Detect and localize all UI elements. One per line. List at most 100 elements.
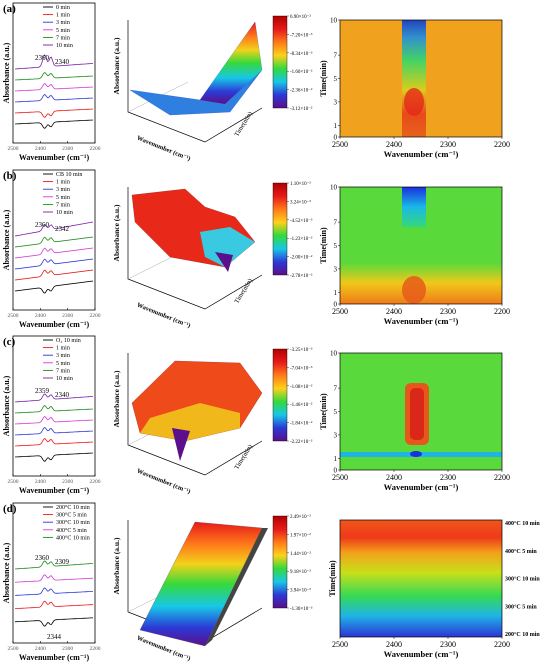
- spectrum-line: [14, 415, 94, 425]
- x-tick-label: 2400: [386, 140, 402, 149]
- peak-label: 2342: [55, 225, 70, 233]
- heatmap-panel: 0 1 3 5 7 10 2500 2400 2300 2200 Wavenumber (cm⁻¹)…: [319, 17, 510, 160]
- x-axis-label: Wavenumber (cm⁻¹): [19, 486, 90, 495]
- plot-frame: [12, 335, 96, 477]
- axis-box: [127, 20, 263, 143]
- x-axis-label: Wavenumber (cm⁻¹): [136, 302, 192, 330]
- surface-dip: [200, 227, 255, 267]
- axis-box: [127, 187, 263, 310]
- x-tick-label: 2500: [8, 146, 19, 152]
- x-axis-label: Wavenumber (cm⁻¹): [136, 468, 192, 496]
- legend-entry: 7 min: [56, 202, 70, 208]
- colorbar-label: -4.52×10⁻³: [290, 218, 313, 224]
- x-tick-label: 2300: [440, 640, 456, 649]
- plot-frame: [12, 169, 96, 311]
- x-tick-label: 2300: [62, 479, 73, 485]
- legend-entry: 400°C 5 min: [56, 527, 87, 534]
- colorbar-label: 1.10×10⁻²: [290, 181, 311, 187]
- y-tick-label: 5: [334, 75, 338, 83]
- y-tick-label: 7: [334, 52, 338, 60]
- y-tick-label: 0: [334, 467, 338, 475]
- x-tick-label: 2400: [35, 146, 46, 152]
- surface-peak: [200, 22, 262, 104]
- y-tick-label: 10: [330, 350, 338, 358]
- legend-entry: 1 min: [56, 346, 70, 352]
- y-tick-label: 200°C 10 min: [505, 631, 540, 638]
- x-tick-label: 2400: [386, 473, 402, 482]
- x-tick-label: 2500: [332, 140, 348, 149]
- peak-label: 2359: [35, 387, 50, 395]
- heatmap-band: [402, 20, 426, 137]
- surface-panel: Absorbance (a.u.) Wavenumber (cm⁻¹) Time(m…: [112, 347, 313, 496]
- y-axis-label: Time(min): [233, 111, 254, 138]
- y-tick-label: 10: [330, 17, 338, 25]
- x-tick-label: 2400: [386, 307, 402, 316]
- colorbar-label: -1.46×10⁻²: [290, 402, 313, 408]
- x-tick-label: 2200: [494, 307, 510, 316]
- y-tick-label: 300°C 5 min: [505, 603, 537, 610]
- x-tick-label: 2300: [440, 140, 456, 149]
- colorbar-label: -2.00×10⁻²: [290, 255, 313, 261]
- x-tick-label: 2400: [35, 313, 46, 319]
- colorbar-label: -1.30×10⁻³: [290, 606, 313, 612]
- peak-label: 2309: [55, 558, 70, 566]
- y-tick-label: 3: [334, 431, 338, 439]
- surface-panel: Absorbance (a.u.)Wavenumber (cm⁻¹)2.49×1…: [112, 514, 313, 663]
- axis-box: [127, 353, 263, 476]
- peak-label: 2360: [35, 54, 50, 62]
- legend-entry: 7 min: [56, 368, 70, 374]
- legend-entry: 1 min: [56, 13, 70, 19]
- y-axis-label: Time(min): [233, 278, 254, 305]
- spectrum-line: [14, 54, 94, 70]
- legend-entry: 3 min: [56, 187, 70, 193]
- surface-slope: [140, 403, 240, 441]
- peak-label: 2340: [55, 58, 70, 66]
- heatmap-panel: 200°C 10 min 300°C 5 min 300°C 10 min 400°C…: [328, 519, 540, 659]
- surface-min: [172, 428, 190, 461]
- x-tick-label: 2200: [494, 640, 510, 649]
- colorbar-label: -1.08×10⁻²: [290, 384, 313, 390]
- spectrum-line: [14, 247, 94, 259]
- legend-entry: 5 min: [56, 195, 70, 201]
- x-axis-label: Wavenumber (cm⁻¹): [384, 316, 459, 326]
- y-tick-label: 7: [334, 219, 338, 227]
- x-tick-label: 2500: [332, 473, 348, 482]
- colorbar-label: -7.20×10⁻³: [290, 32, 313, 38]
- colorbar-label: -3.25×10⁻³: [290, 347, 313, 353]
- heatmap-band: [402, 187, 426, 227]
- spectrum-line: [14, 93, 94, 103]
- legend-entry: 10 min: [56, 376, 73, 382]
- legend-entry: CB 10 min: [56, 172, 82, 178]
- y-tick-label: 1: [334, 122, 338, 130]
- legend-entry: 3 min: [56, 20, 70, 26]
- spectrum-line: [14, 437, 94, 447]
- spectrum-line: [14, 221, 94, 237]
- surface-edge: [205, 528, 268, 646]
- colorbar: [272, 348, 288, 442]
- y-axis-label: Time(min): [233, 444, 254, 471]
- y-tick-label: 1: [334, 289, 338, 297]
- y-tick-label: 0: [334, 301, 338, 309]
- colorbar-label: 2.49×10⁻²: [290, 514, 311, 520]
- x-tick-label: 2300: [62, 646, 73, 652]
- y-axis-label: Time(min): [319, 393, 328, 430]
- y-axis-label: Absorbance (a.u.): [2, 375, 11, 436]
- legend-entry: O₂ 10 min: [56, 338, 81, 344]
- x-axis-label: Wavenumber (cm⁻¹): [19, 320, 90, 329]
- colorbar: [272, 515, 288, 609]
- x-tick-label: 2200: [494, 140, 510, 149]
- y-tick-label: 10: [330, 184, 338, 192]
- colorbar-label: 1.97×10⁻²: [290, 532, 311, 538]
- legend-entry: 3 min: [56, 353, 70, 359]
- surface: [139, 521, 263, 647]
- x-tick-label: 2500: [332, 640, 348, 649]
- spectrum-line: [14, 560, 94, 570]
- x-tick-label: 2200: [90, 646, 101, 652]
- colorbar-label: 3.94×10⁻³: [290, 588, 311, 594]
- spectrum-line: [14, 426, 94, 436]
- peak-label: 2344: [47, 633, 62, 641]
- legend-entry: 10 min: [56, 210, 73, 216]
